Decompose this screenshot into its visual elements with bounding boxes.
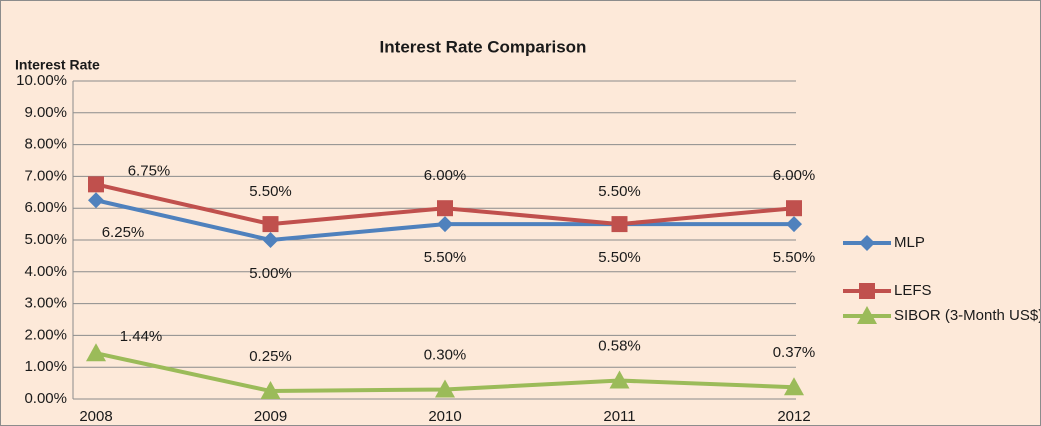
marker: [88, 192, 104, 209]
data-label: 0.30%: [424, 346, 467, 363]
data-label: 5.50%: [424, 249, 467, 266]
marker: [784, 377, 804, 396]
y-tick-label: 7.00%: [24, 167, 67, 184]
marker: [859, 283, 875, 299]
marker: [859, 235, 875, 251]
chart-title: Interest Rate Comparison: [380, 37, 587, 56]
legend-label: MLP: [894, 234, 925, 251]
marker: [437, 200, 453, 217]
marker: [786, 216, 802, 233]
data-label: 6.00%: [424, 167, 467, 184]
marker: [611, 216, 628, 233]
marker: [86, 343, 106, 362]
x-tick-label: 2009: [254, 408, 287, 425]
data-label: 6.75%: [128, 162, 171, 179]
legend-label: LEFS: [894, 282, 932, 299]
data-label: 6.25%: [102, 224, 145, 241]
data-label: 0.58%: [598, 338, 641, 355]
data-label: 6.00%: [773, 167, 816, 184]
y-tick-label: 3.00%: [24, 295, 67, 312]
marker: [262, 216, 279, 233]
data-label: 5.50%: [773, 249, 816, 266]
marker: [262, 232, 279, 248]
data-label: 5.50%: [598, 183, 641, 200]
y-tick-label: 9.00%: [24, 104, 67, 121]
marker: [260, 381, 281, 400]
y-axis-title: Interest Rate: [15, 57, 100, 73]
x-tick-label: 2012: [777, 408, 810, 425]
y-tick-label: 8.00%: [24, 136, 67, 153]
y-tick-label: 6.00%: [24, 199, 67, 216]
data-label: 5.50%: [249, 183, 292, 200]
x-tick-label: 2011: [603, 408, 635, 425]
data-label: 0.37%: [773, 344, 816, 361]
y-tick-label: 4.00%: [24, 263, 67, 280]
marker: [435, 379, 455, 398]
y-tick-label: 5.00%: [24, 231, 67, 248]
data-label: 5.50%: [598, 249, 641, 266]
marker: [88, 176, 104, 193]
marker: [609, 370, 630, 389]
y-tick-label: 0.00%: [24, 390, 67, 407]
marker: [437, 216, 453, 233]
y-tick-label: 10.00%: [16, 72, 67, 89]
y-tick-label: 1.00%: [24, 358, 67, 375]
y-tick-label: 2.00%: [24, 326, 67, 343]
marker: [857, 306, 877, 324]
data-label: 1.44%: [120, 328, 163, 345]
data-label: 5.00%: [249, 265, 292, 282]
legend-label: SIBOR (3-Month US$): [894, 307, 1041, 324]
marker: [786, 200, 802, 217]
data-label: 0.25%: [249, 348, 292, 365]
x-tick-label: 2008: [79, 408, 112, 425]
x-tick-label: 2010: [428, 408, 461, 425]
